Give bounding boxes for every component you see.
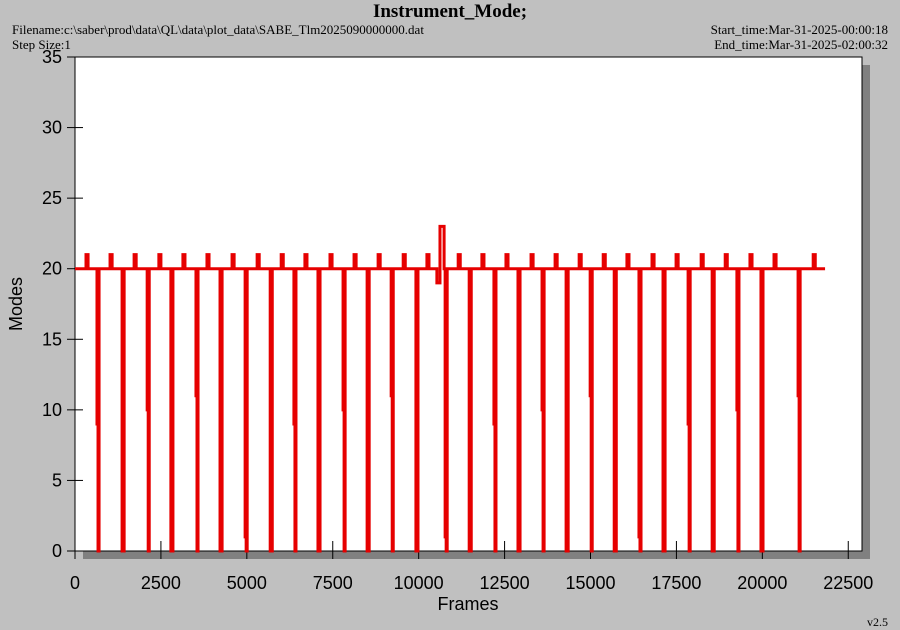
y-tick-label: 35 [42, 47, 62, 67]
y-tick-label: 25 [42, 188, 62, 208]
x-tick-label: 20000 [737, 573, 787, 593]
ticks: 0 5 10 15 20 25 30 35 0 2500 5000 7500 10000 12500 150… [42, 47, 873, 593]
x-tick-label: 22500 [823, 573, 873, 593]
version: v2.5 [867, 615, 888, 629]
start-time: Start_time:Mar-31-2025-00:00:18 [711, 22, 888, 37]
end-time: End_time:Mar-31-2025-02:00:32 [714, 37, 888, 52]
chart-title: Instrument_Mode; [373, 1, 527, 22]
x-tick-label: 10000 [394, 573, 444, 593]
y-tick-label: 15 [42, 329, 62, 349]
data-line [75, 224, 826, 553]
y-tick-label: 5 [52, 470, 62, 490]
y-tick-label: 30 [42, 118, 62, 138]
x-axis-label: Frames [437, 594, 498, 614]
x-tick-label: 2500 [141, 573, 181, 593]
x-tick-label: 17500 [651, 573, 701, 593]
x-tick-label: 5000 [227, 573, 267, 593]
x-tick-label: 15000 [565, 573, 615, 593]
x-tick-label: 7500 [313, 573, 353, 593]
y-axis-label: Modes [6, 277, 26, 331]
y-tick-label: 0 [52, 541, 62, 561]
x-tick-label: 12500 [480, 573, 530, 593]
y-tick-label: 20 [42, 259, 62, 279]
x-tick-label: 0 [70, 573, 80, 593]
step-size: Step Size:1 [12, 37, 71, 52]
y-tick-label: 10 [42, 400, 62, 420]
filename: Filename:c:\saber\prod\data\QL\data\plot… [12, 22, 424, 37]
marks [75, 224, 826, 553]
